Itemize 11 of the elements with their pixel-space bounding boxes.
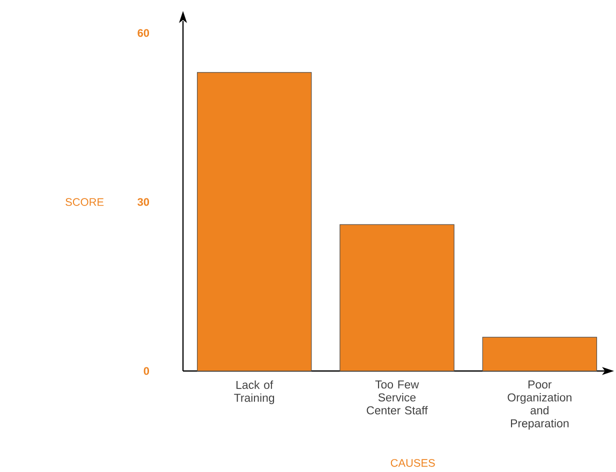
bar [196, 72, 312, 372]
y-tick-label: 30 [138, 198, 150, 206]
bar [482, 336, 598, 372]
x-tick-label: Lack of Training [234, 380, 274, 404]
bar [340, 224, 454, 372]
x-axis-title: CAUSES [390, 459, 435, 467]
y-tick-label: 0 [144, 367, 150, 375]
x-tick-label: Poor Organization and Preparation [508, 380, 572, 430]
y-axis-title: SCORE [66, 198, 104, 206]
x-tick-label: Too Few Service Center Staff [366, 380, 428, 414]
y-tick-label: 60 [138, 29, 150, 37]
